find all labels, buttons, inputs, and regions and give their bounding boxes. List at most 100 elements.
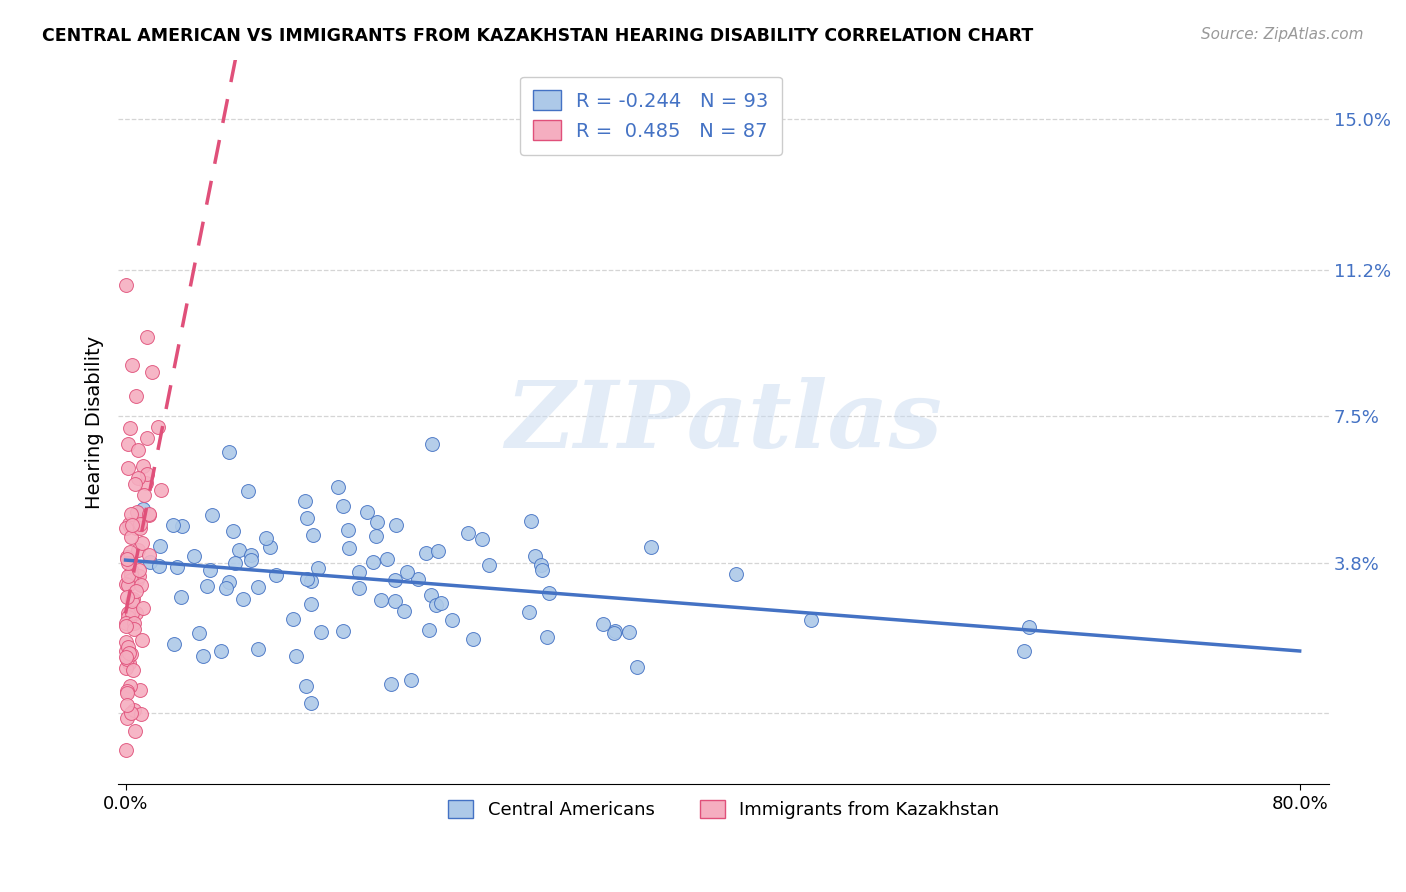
Point [138,548,160,562]
Point [122,622,145,636]
Point [222,524,245,539]
Point [254,531,277,545]
Point [114,576,136,591]
Point [530,558,553,573]
Point [120,679,142,693]
Text: Source: ZipAtlas.com: Source: ZipAtlas.com [1201,27,1364,42]
Point [162,518,184,533]
Point [232,592,254,607]
Point [238,484,260,499]
Point [122,615,145,630]
Point [198,562,221,576]
Point [115,549,138,564]
Point [121,564,143,578]
Point [366,515,388,529]
Point [307,561,329,575]
Point [127,442,149,457]
Point [127,543,149,558]
Point [122,592,145,607]
Point [118,519,141,533]
Point [191,649,214,664]
Point [117,569,139,583]
Y-axis label: Hearing Disability: Hearing Disability [86,335,104,508]
Point [295,572,318,586]
Point [384,593,406,607]
Point [228,542,250,557]
Point [135,432,157,446]
Point [536,631,558,645]
Point [128,521,150,535]
Point [125,505,148,519]
Point [128,563,150,577]
Point [132,600,155,615]
Point [239,553,262,567]
Point [426,544,449,558]
Point [118,615,141,630]
Point [224,556,246,570]
Point [531,563,554,577]
Point [1014,644,1036,658]
Point [125,389,148,403]
Point [124,723,146,738]
Point [420,437,443,451]
Text: ZIPatlas: ZIPatlas [505,377,942,467]
Point [121,606,143,620]
Point [356,505,378,519]
Text: CENTRAL AMERICAN VS IMMIGRANTS FROM KAZAKHSTAN HEARING DISABILITY CORRELATION CH: CENTRAL AMERICAN VS IMMIGRANTS FROM KAZA… [42,27,1033,45]
Point [166,559,188,574]
Point [326,480,349,494]
Point [457,525,479,540]
Point [295,679,318,693]
Point [117,606,139,620]
Point [118,646,141,660]
Point [138,508,160,522]
Legend: Central Americans, Immigrants from Kazakhstan: Central Americans, Immigrants from Kazak… [440,792,1007,826]
Point [131,536,153,550]
Point [117,437,139,451]
Point [285,648,308,663]
Point [294,494,316,508]
Point [520,514,543,528]
Point [380,676,402,690]
Point [201,508,224,522]
Point [118,516,141,531]
Point [430,596,453,610]
Point [299,696,322,710]
Point [117,460,139,475]
Point [218,444,240,458]
Point [309,625,332,640]
Point [347,565,370,579]
Point [131,459,153,474]
Point [121,594,143,608]
Point [524,549,547,563]
Point [478,558,501,572]
Point [115,661,138,675]
Point [148,558,170,573]
Point [240,548,263,562]
Point [364,529,387,543]
Point [299,597,322,611]
Point [121,663,143,677]
Point [247,580,270,594]
Point [117,640,139,655]
Point [117,610,139,624]
Point [395,565,418,579]
Point [264,568,287,582]
Point [120,507,142,521]
Point [127,573,149,587]
Point [214,581,236,595]
Point [537,586,560,600]
Point [724,566,747,581]
Point [115,615,138,630]
Point [115,698,138,713]
Point [125,521,148,535]
Point [120,530,142,544]
Point [461,632,484,647]
Point [115,649,138,664]
Point [118,421,141,435]
Point [399,673,422,688]
Point [120,574,142,588]
Point [115,684,138,698]
Point [332,500,354,514]
Point [120,566,142,580]
